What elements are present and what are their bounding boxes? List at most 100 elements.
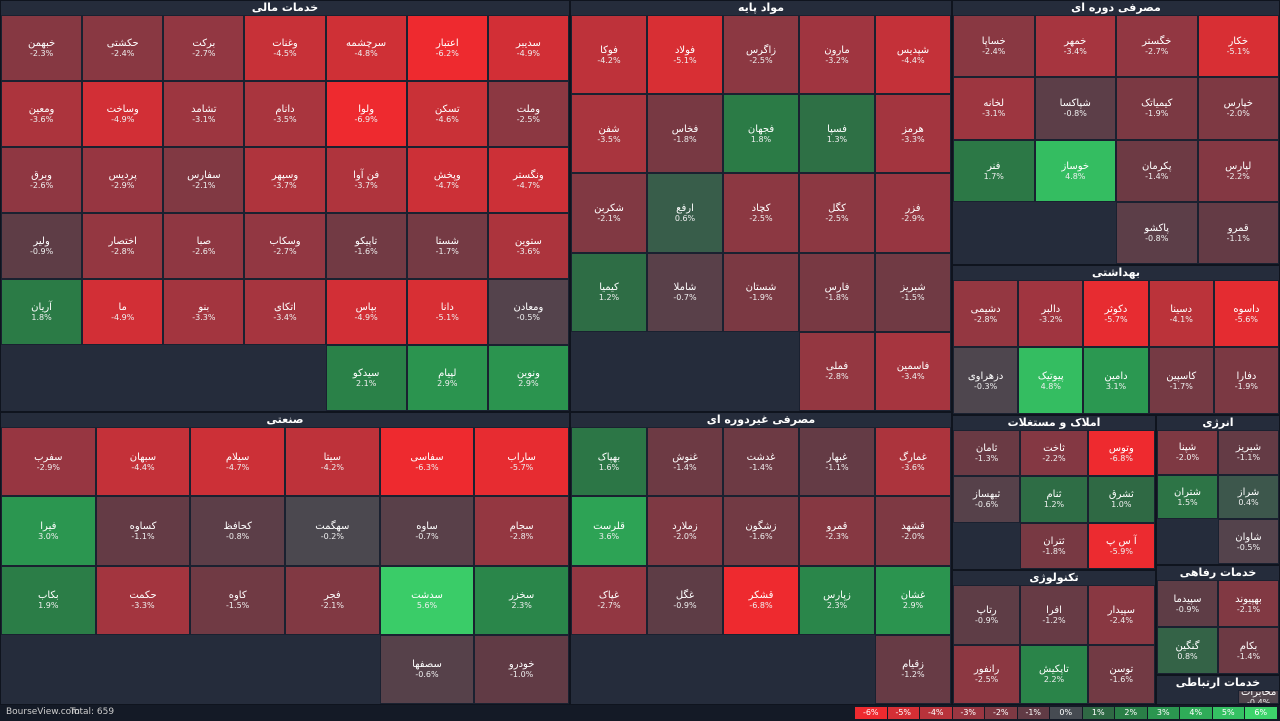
tile: فنر 1.7% (953, 139, 1035, 202)
tile: کیمیاتک -1.9% (1116, 77, 1198, 140)
tile-name: دفارا (1236, 370, 1257, 382)
tile: سپیدما -0.9% (1157, 580, 1218, 627)
tile-name: خبهمن (27, 38, 56, 49)
tile-change: -3.2% (1039, 314, 1063, 324)
tile-change: -3.3% (131, 601, 155, 611)
tile-name: وپخش (433, 170, 461, 181)
tile: فسپا 1.3% (799, 94, 875, 174)
tile: شاوان -0.5% (1218, 519, 1279, 564)
tile: اختصار -2.8% (82, 213, 164, 279)
tile-change: -1.3% (975, 454, 999, 464)
tile-name: وساخت (106, 104, 139, 115)
tile-change: -4.7% (516, 181, 541, 190)
tile: شفن -3.5% (571, 94, 647, 174)
sector-title: خدمات رفاهی (1179, 566, 1257, 579)
tile-name: غپاک (598, 590, 620, 602)
tile-name: سفارس (187, 170, 221, 181)
tile: مارون -3.2% (799, 15, 875, 95)
tile: فولاد -5.1% (647, 15, 723, 95)
tile-change: -4.9% (111, 115, 135, 124)
tile: شتران 1.5% (1157, 474, 1218, 520)
tile-change: -2.4% (1109, 615, 1133, 625)
tile-change: -5.9% (1109, 546, 1133, 556)
tile-name: ثاخت (1043, 443, 1065, 455)
tile-name: افرا (1046, 604, 1062, 616)
tile-name: لپارس (1225, 160, 1252, 172)
tile-change: 0.4% (1238, 497, 1259, 507)
tile-change: -4.2% (597, 55, 621, 65)
sector-title: تکنولوژی (1029, 571, 1079, 584)
tile: ومعادن -0.5% (487, 279, 569, 345)
tile: خساپا -2.4% (953, 15, 1035, 78)
tile-name: ستوین (514, 236, 542, 247)
tile-name: سفرب (34, 451, 63, 463)
tile-name: فن آوا (353, 170, 380, 181)
tile-name: ثشرق (1108, 489, 1134, 501)
tile: کاسپین -1.7% (1148, 347, 1214, 414)
tile-change: -1.6% (354, 247, 378, 256)
tile-name: ولیر (33, 236, 50, 247)
tile-change: -0.8% (1145, 233, 1169, 243)
sector: خدمات رفاهی بهپیوند -2.1% سپیدما -0.9% بکام -1… (1156, 565, 1280, 675)
tile-change: -3.2% (825, 55, 849, 65)
tile-change: -0.4% (1247, 698, 1271, 704)
tile-change: -3.6% (29, 115, 54, 124)
tile-change: -2.9% (36, 462, 60, 472)
tile-name: سرچشمه (346, 38, 387, 49)
tile: شپدیس -4.4% (875, 15, 951, 95)
tile-change: -2.7% (273, 247, 297, 256)
tile-name: مخابرات (1240, 690, 1277, 698)
tile-change: -2.8% (825, 372, 849, 382)
tile-name: فوکا (600, 44, 618, 56)
tile-name: بکام (1239, 640, 1258, 652)
tile: سیتا -4.2% (285, 427, 380, 497)
tile-name: دکوثر (1104, 303, 1128, 315)
tile: فزر -2.9% (875, 173, 951, 253)
sector: مصرفی دوره ای خکار -5.1% خگستر -2.7% خمهر -3.4… (952, 0, 1280, 265)
tile-change: -2.8% (973, 314, 998, 324)
tile-change: -5.1% (435, 313, 459, 322)
tile-name: زقیام (902, 659, 924, 671)
legend-item: -5% (887, 707, 919, 719)
tile-change: -2.9% (901, 213, 925, 223)
tile-change: -2.6% (29, 181, 54, 190)
tile: پکرمان -1.4% (1116, 139, 1198, 202)
tile-change: -0.5% (516, 313, 541, 322)
tile-name: شاملا (673, 282, 697, 294)
tile-change: -1.8% (673, 134, 697, 144)
tile-change: 2.1% (355, 379, 377, 388)
tile-change: -0.9% (975, 615, 999, 625)
tile: وساخت -4.9% (82, 81, 164, 147)
tile-change: 2.9% (437, 379, 458, 388)
tile-name: بهپیوند (1235, 593, 1262, 605)
tile-change: -1.6% (1109, 675, 1133, 685)
tile-name: وسپهر (271, 170, 299, 181)
tile-name: دزهراوی (967, 370, 1004, 382)
tile-change: -1.8% (825, 293, 849, 303)
tile: حکمت -3.3% (95, 565, 191, 635)
tile-name: خگستر (1142, 36, 1172, 48)
tile-change: 2.3% (511, 601, 532, 611)
tile: دزهراوی -0.3% (953, 347, 1019, 414)
tile: قشکر -6.8% (723, 565, 799, 635)
legend-item: 3% (1147, 707, 1179, 719)
tile: داسوه -5.6% (1213, 280, 1279, 347)
tile-change: -3.3% (901, 134, 925, 144)
tile: فاسمین -3.4% (875, 331, 951, 411)
tile-name: شراز (1237, 486, 1260, 498)
tile: هرمز -3.3% (875, 94, 951, 174)
tile-change: -1.6% (749, 531, 773, 541)
tile: کساوه -1.1% (95, 496, 191, 566)
tile-name: اختصار (108, 236, 137, 247)
tile: دالبر -3.2% (1018, 280, 1084, 347)
tile: ونگستر -4.7% (487, 147, 569, 213)
tile: ثامان -1.3% (953, 430, 1021, 477)
tile-change: -1.8% (1042, 546, 1066, 556)
tile-change: 1.3% (826, 134, 848, 144)
tile-change: -4.4% (901, 55, 925, 65)
tile: شبریز -1.5% (875, 252, 951, 332)
tile-name: ثنام (1046, 489, 1062, 501)
tile-change: -1.4% (1145, 171, 1169, 181)
tile-change: 1.5% (1177, 497, 1198, 507)
